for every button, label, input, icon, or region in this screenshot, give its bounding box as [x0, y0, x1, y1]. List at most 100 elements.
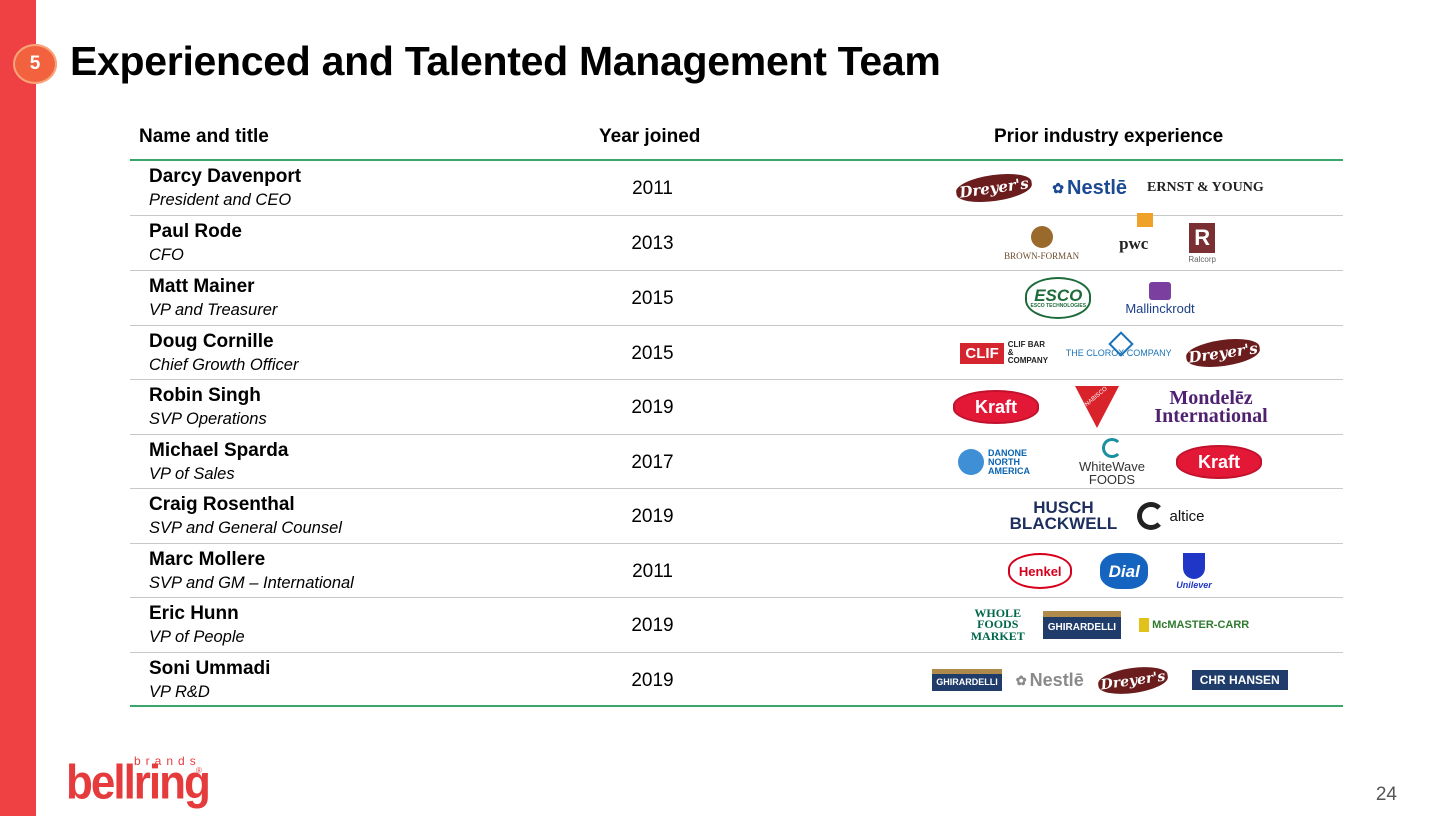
person-name: Soni Ummadi	[149, 658, 271, 679]
kraft-logo: Kraft	[953, 390, 1039, 424]
row-divider	[130, 597, 1343, 598]
experience-logos: WHOLE FOODS MARKET GHIRARDELLI McMASTER-…	[920, 600, 1300, 650]
bellring-brands-logo: brands bellring ®	[66, 754, 211, 810]
whitewave-logo: WhiteWave FOODS	[1070, 438, 1154, 486]
year-joined: 2017	[631, 452, 674, 473]
table-row: Craig Rosenthal SVP and General Counsel …	[130, 489, 1343, 543]
person-name: Marc Mollere	[149, 549, 266, 570]
clif-bar-company-logo: CLIF BAR & COMPANY	[1007, 340, 1049, 365]
dreyers-logo: Dreyer's	[954, 169, 1034, 207]
person-title: SVP Operations	[149, 410, 267, 428]
person-title: CFO	[149, 246, 184, 264]
danone-globe-icon	[958, 449, 984, 475]
year-joined: 2015	[631, 288, 674, 309]
whitewave-wave-icon	[1102, 438, 1122, 458]
table-row: Marc Mollere SVP and GM – International …	[130, 544, 1343, 598]
husch-blackwell-logo: HUSCH BLACKWELL	[1009, 497, 1118, 533]
experience-logos: Dreyer's ✿ Nestlē ERNST & YOUNG	[920, 163, 1300, 213]
mallinckrodt-logo: Mallinckrodt	[1125, 281, 1195, 315]
experience-logos: CLIF CLIF BAR & COMPANY THE CLOROX COMPA…	[920, 328, 1300, 378]
dreyers-logo: Dreyer's	[1184, 334, 1262, 372]
row-divider	[130, 488, 1343, 489]
experience-logos: ESCO ESCO TECHNOLOGIES Mallinckrodt	[920, 273, 1300, 323]
person-title: SVP and GM – International	[149, 574, 354, 592]
altice-a-icon	[1137, 502, 1166, 530]
nest-bird-icon: ✿	[1052, 180, 1064, 196]
mallinckrodt-cube-icon	[1148, 281, 1171, 300]
year-joined: 2011	[632, 178, 673, 199]
header-rule	[130, 159, 1343, 161]
mcmaster-carr-logo: McMASTER-CARR	[1139, 618, 1249, 632]
year-joined: 2013	[631, 233, 674, 254]
person-title: VP R&D	[149, 683, 210, 701]
table-row: Robin Singh SVP Operations 2019 Kraft NA…	[130, 380, 1343, 434]
person-title: VP of Sales	[149, 465, 235, 483]
person-name: Paul Rode	[149, 221, 242, 242]
person-name: Matt Mainer	[149, 276, 255, 297]
page-number: 24	[1375, 784, 1397, 805]
table-row: Soni Ummadi VP R&D 2019 GHIRARDELLI ✿ Nes…	[130, 653, 1343, 707]
header-year-joined: Year joined	[599, 126, 701, 147]
table-row: Doug Cornille Chief Growth Officer 2015 …	[130, 326, 1343, 380]
header-prior-experience: Prior industry experience	[994, 126, 1224, 147]
danone-logo: DANONE NORTH AMERICA	[958, 448, 1048, 476]
person-title: SVP and General Counsel	[149, 519, 342, 537]
person-name: Eric Hunn	[149, 603, 239, 624]
row-divider	[130, 379, 1343, 380]
clif-logo: CLIF	[960, 342, 1004, 364]
experience-logos: BROWN-FORMAN pwc R Ralcorp	[920, 212, 1300, 268]
table-row: Michael Sparda VP of Sales 2017 DANONE N…	[130, 435, 1343, 489]
year-joined: 2015	[631, 343, 674, 364]
table-row: Paul Rode CFO 2013 BROWN-FORMAN pwc R Ral…	[130, 212, 1343, 270]
section-number-badge: 5	[13, 44, 57, 84]
chr-hansen-logo: CHR HANSEN	[1191, 670, 1288, 690]
row-divider	[130, 215, 1343, 216]
brown-forman-emblem-icon	[1030, 225, 1053, 248]
mondelez-logo: Mondelēz International	[1154, 387, 1268, 427]
mcmaster-mark-icon	[1139, 618, 1150, 632]
person-title: President and CEO	[149, 191, 292, 209]
pwc-logo: pwc	[1119, 212, 1154, 252]
unilever-logo: Unilever	[1176, 552, 1212, 590]
slide-title: Experienced and Talented Management Team	[70, 38, 941, 84]
experience-logos: Henkel Dial Unilever	[920, 546, 1300, 596]
altice-logo: altice	[1137, 502, 1205, 530]
ghirardelli-logo: GHIRARDELLI	[1042, 611, 1122, 639]
person-name: Robin Singh	[149, 385, 261, 406]
table-row: Matt Mainer VP and Treasurer 2015 ESCO ES…	[130, 271, 1343, 325]
ernst-young-logo: ERNST & YOUNG	[1147, 180, 1264, 195]
person-title: VP and Treasurer	[149, 301, 278, 319]
row-divider	[130, 325, 1343, 326]
left-accent-bar	[0, 0, 36, 816]
experience-logos: Kraft NABISCO Mondelēz International	[920, 382, 1300, 432]
experience-logos: DANONE NORTH AMERICA WhiteWave FOODS Kra…	[920, 437, 1300, 487]
dial-logo: Dial	[1100, 553, 1149, 589]
year-joined: 2019	[631, 397, 674, 418]
row-divider	[130, 434, 1343, 435]
person-name: Darcy Davenport	[149, 166, 302, 187]
brown-forman-logo: BROWN-FORMAN	[1004, 225, 1079, 261]
pwc-block-icon	[1137, 212, 1154, 227]
unilever-u-icon	[1183, 552, 1205, 579]
clorox-logo: THE CLOROX COMPANY	[1066, 330, 1172, 358]
person-title: Chief Growth Officer	[149, 356, 299, 374]
person-name: Michael Sparda	[149, 440, 289, 461]
ralcorp-logo: R Ralcorp	[1188, 222, 1216, 264]
table-row: Eric Hunn VP of People 2019 WHOLE FOODS …	[130, 598, 1343, 652]
row-divider	[130, 543, 1343, 544]
year-joined: 2019	[631, 670, 674, 691]
table-bottom-rule	[130, 705, 1343, 707]
ghirardelli-logo: GHIRARDELLI	[932, 669, 1002, 691]
nest-bird-icon: ✿	[1015, 672, 1027, 688]
row-divider	[130, 652, 1343, 653]
person-name: Craig Rosenthal	[149, 494, 295, 515]
person-name: Doug Cornille	[149, 331, 274, 352]
nestle-logo: ✿ Nestlē	[1015, 670, 1084, 690]
header-name-title: Name and title	[139, 126, 269, 147]
nabisco-logo: NABISCO	[1075, 386, 1119, 428]
year-joined: 2019	[631, 615, 674, 636]
kraft-logo: Kraft	[1176, 445, 1262, 479]
ralcorp-r-icon: R	[1189, 222, 1216, 253]
esco-logo: ESCO ESCO TECHNOLOGIES	[1025, 277, 1092, 319]
person-title: VP of People	[149, 628, 245, 646]
